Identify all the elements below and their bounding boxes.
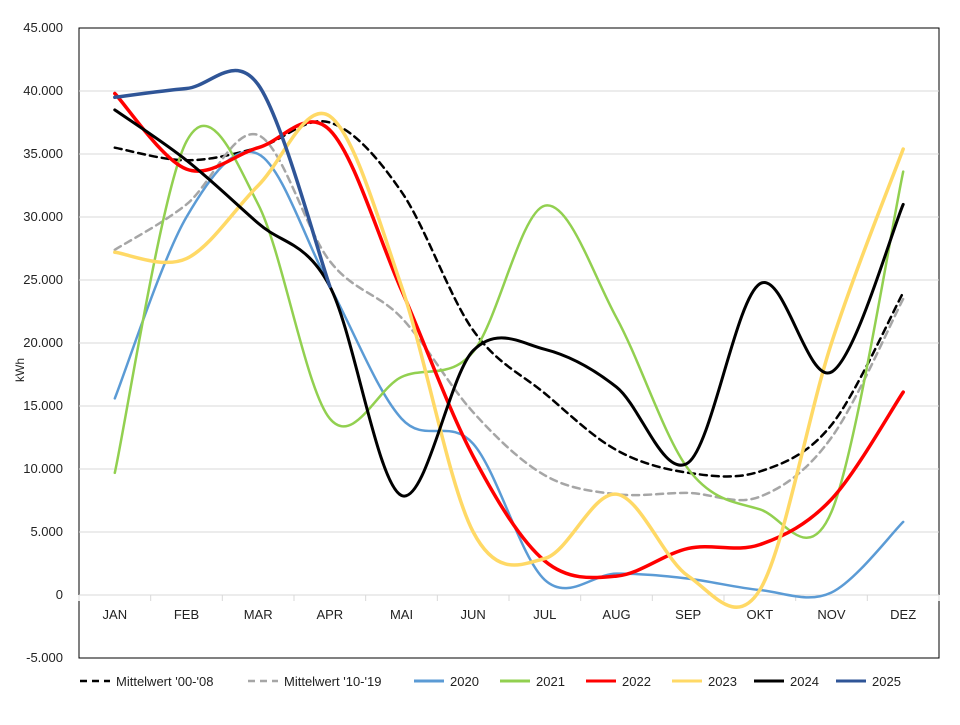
y-tick-label: 45.000 (23, 20, 63, 35)
x-tick-label: SEP (675, 607, 701, 622)
series-line-mittelwert-00-08 (113, 119, 905, 478)
x-tick-label: APR (316, 607, 343, 622)
y-tick-label: 5.000 (30, 524, 63, 539)
x-tick-label: JUL (533, 607, 556, 622)
legend-label: Mittelwert '10-'19 (284, 674, 381, 689)
legend-label: 2020 (450, 674, 479, 689)
y-tick-label: 15.000 (23, 398, 63, 413)
y-tick-label: 0 (56, 587, 63, 602)
series-line-2025 (113, 68, 332, 289)
y-tick-label: 25.000 (23, 272, 63, 287)
series-line-2023 (113, 111, 905, 609)
y-tick-label: 30.000 (23, 209, 63, 224)
x-tick-label: MAI (390, 607, 413, 622)
x-tick-label: AUG (602, 607, 630, 622)
series-line-2024 (113, 108, 905, 498)
x-tick-label: FEB (174, 607, 199, 622)
y-tick-label: 10.000 (23, 461, 63, 476)
legend-label: 2024 (790, 674, 819, 689)
x-tick-label: NOV (817, 607, 846, 622)
y-tick-label: 35.000 (23, 146, 63, 161)
legend-label: 2025 (872, 674, 901, 689)
legend-label: Mittelwert '00-'08 (116, 674, 213, 689)
legend-label: 2021 (536, 674, 565, 689)
legend-label: 2023 (708, 674, 737, 689)
y-tick-label: 20.000 (23, 335, 63, 350)
y-tick-label: -5.000 (26, 650, 63, 665)
series-line-2022 (113, 91, 905, 580)
series-line-mittelwert-10-19 (113, 132, 905, 502)
x-tick-label: MAR (244, 607, 273, 622)
series-line-2020 (113, 150, 905, 599)
x-tick-label: DEZ (890, 607, 916, 622)
x-tick-label: JUN (461, 607, 486, 622)
legend-label: 2022 (622, 674, 651, 689)
x-tick-label: JAN (103, 607, 128, 622)
series-line-2021 (113, 124, 905, 540)
y-axis-label: kWh (13, 358, 27, 382)
x-tick-label: OKT (746, 607, 773, 622)
y-tick-label: 40.000 (23, 83, 63, 98)
